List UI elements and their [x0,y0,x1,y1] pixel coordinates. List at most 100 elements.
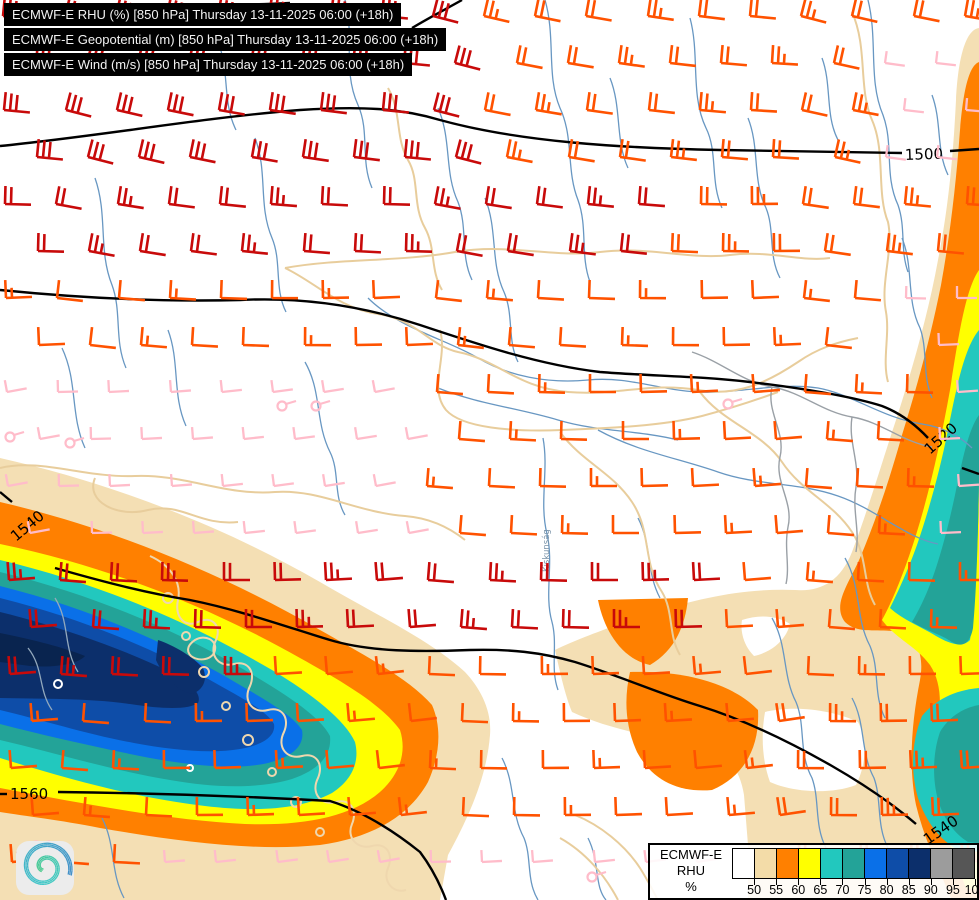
wind-barb-icon [829,796,858,817]
legend-tick-mark [930,879,932,885]
legend-unit: % [685,879,697,894]
spiral-segment [55,860,59,863]
wind-barb-icon [405,520,429,535]
wind-barb-icon [28,608,58,629]
spiral-segment [66,852,70,858]
wind-barb-icon [939,520,962,535]
spiral-segment [32,879,37,882]
wind-barb-icon [671,326,700,347]
spiral-segment [29,853,33,857]
spiral-segment [26,850,30,855]
wind-barb-icon [748,0,777,20]
calm-wind-icon [276,400,288,412]
spiral-segment [50,876,54,880]
wind-barb-icon [140,426,163,441]
wind-barb-icon [536,279,565,301]
wind-barb-icon [566,45,594,69]
spiral-segment [35,880,39,883]
wind-barb-icon [141,520,164,535]
wind-barb-icon [825,420,854,443]
wind-barb-icon [268,92,296,116]
wind-barb-icon [274,749,304,770]
wind-barb-icon [852,185,880,209]
calm-wind-icon [310,400,322,412]
spiral-segment [37,859,40,862]
spiral-segment [38,867,41,869]
wind-barb-icon [752,467,782,488]
wind-barb-icon [507,326,536,349]
spiral-segment [30,876,34,881]
spiral-segment [60,851,65,856]
spiral-segment [35,843,40,847]
wind-barb-icon [724,608,754,629]
wind-barb-icon [906,467,935,488]
wind-barb-icon [325,849,349,864]
wind-barb-icon [876,420,905,442]
wind-barb-icon [568,232,596,256]
wind-barb-icon [621,421,649,441]
wind-barb-icon [223,656,251,676]
spiral-segment [24,854,28,859]
wind-barb-icon [772,232,801,253]
wind-barb-icon [929,702,959,723]
spiral-segment [63,849,68,854]
wind-barb-icon [321,279,350,300]
wind-barb-icon [641,655,671,676]
wind-barb-icon [672,420,701,441]
wind-barb-icon [29,702,59,723]
wind-barb-icon [86,139,114,165]
wind-barb-icon [428,749,457,771]
wind-barb-icon [4,473,28,488]
wind-barb-icon [166,92,194,117]
wind-barb-icon [117,279,146,302]
wind-barb-icon [508,420,537,442]
wind-barb-icon [435,373,464,396]
wind-barb-icon [511,702,540,723]
wind-barb-icon [904,285,927,300]
wind-barb-icon [722,420,752,441]
wind-barb-icon [112,843,141,865]
spiral-segment [68,861,71,867]
wind-barb-icon [302,232,331,255]
spiral-segment [39,867,41,870]
wind-barb-icon [796,749,825,770]
wind-barb-icon [647,91,675,115]
wind-barb-icon [91,608,120,631]
wind-barb-icon [7,655,37,676]
wind-barb-icon [854,373,883,395]
wind-barb-icon [275,849,298,864]
wind-barb-icon [799,0,827,24]
spiral-segment [27,868,30,872]
spiral-segment [49,857,53,860]
spiral-segment [30,849,34,853]
legend-tick-value: 65 [813,883,828,897]
wind-barb-icon [692,655,722,676]
wind-barb-icon [878,608,907,630]
spiral-segment [29,873,33,877]
spiral-segment [41,857,44,860]
wind-barb-icon [2,91,31,114]
spiral-segment [58,847,63,852]
legend-swatch [843,849,865,878]
spiral-segment [39,844,44,847]
wind-barb-icon [856,561,885,583]
wind-barb-icon [802,279,830,303]
wind-barb-icon [115,92,143,118]
wind-barb-icon [89,426,112,441]
wind-barb-icon [726,796,756,817]
wind-barb-icon [510,608,539,630]
wind-barb-icon [963,0,979,22]
wind-barb-icon [244,609,272,629]
wind-barb-icon [397,796,427,817]
wind-barb-icon [57,473,80,488]
spiral-segment [52,878,56,882]
spiral-segment [39,842,44,846]
wind-barb-icon [509,514,538,536]
spiral-segment [54,865,57,868]
wind-barb-icon [541,749,570,770]
wind-barb-icon [271,473,294,488]
wind-barb-icon [720,138,749,161]
contour-label-1500: 1500 [905,145,944,164]
wind-barb-icon [454,139,482,165]
